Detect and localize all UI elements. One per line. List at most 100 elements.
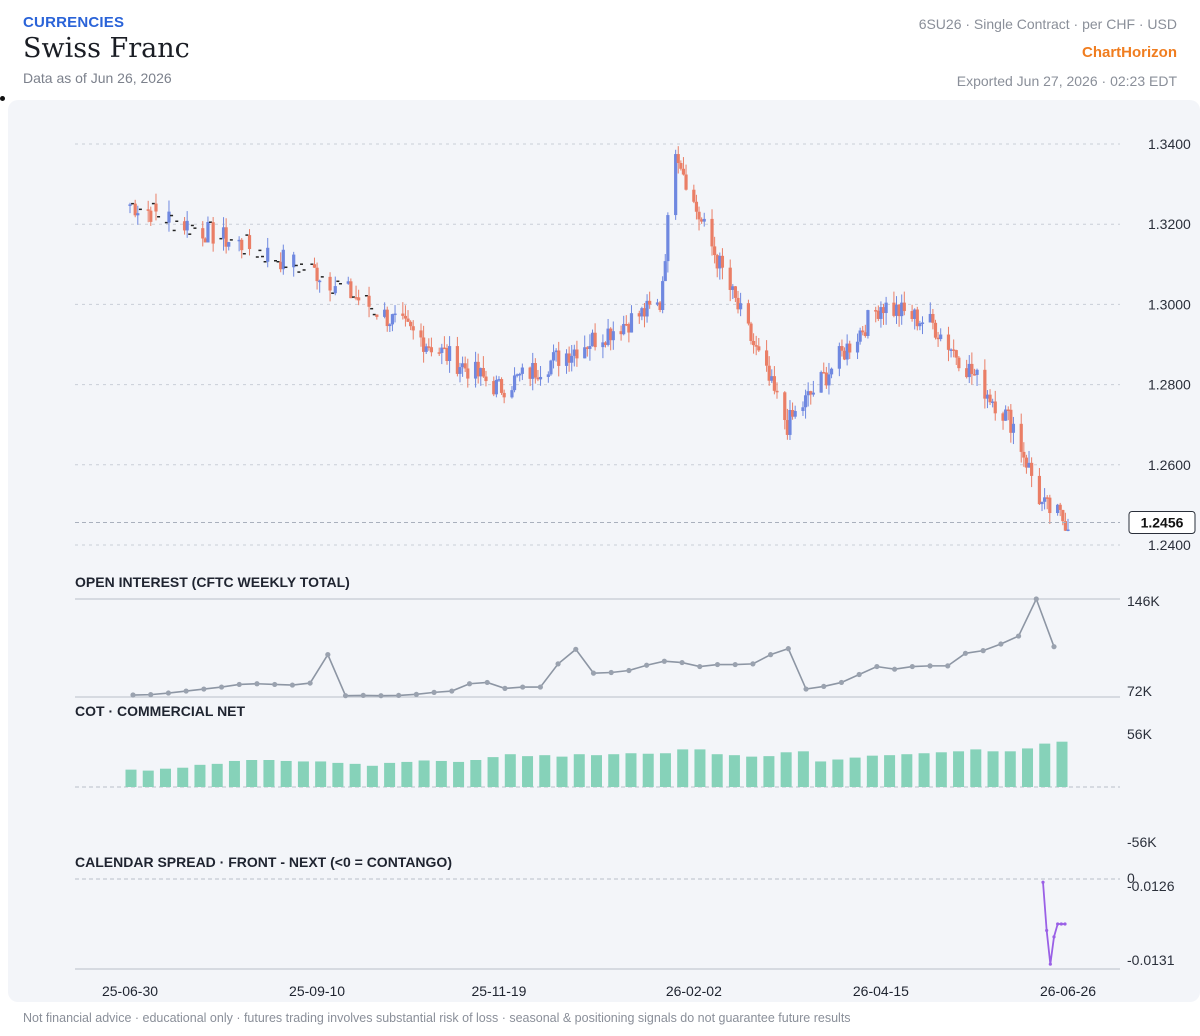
price-candle: [1048, 497, 1052, 514]
header-left: CURRENCIES Swiss Franc Data as of Jun 26…: [23, 14, 190, 86]
price-candle: [1011, 423, 1016, 433]
price-candle: [801, 407, 805, 412]
oi-point: [165, 690, 172, 696]
price-candle: [811, 392, 815, 395]
cot-bar: [297, 761, 309, 787]
price-candle: [627, 324, 631, 333]
oi-point: [431, 689, 437, 695]
price-candle: [679, 163, 683, 169]
price-candle: [424, 346, 428, 352]
price-candle: [224, 227, 228, 247]
oi-point: [891, 666, 898, 672]
price-candle: [429, 347, 434, 353]
cot-bar: [246, 760, 258, 787]
oi-point: [413, 691, 419, 697]
oi-point: [874, 663, 880, 670]
last-price-label: 1.2456: [1141, 515, 1184, 531]
price-candle: [315, 267, 319, 282]
price-candle: [136, 213, 140, 216]
price-candle: [357, 297, 361, 301]
price-candle: [375, 314, 379, 317]
oi-point: [325, 652, 331, 658]
price-candle: [538, 376, 543, 380]
price-candle: [957, 357, 961, 369]
oi-point: [307, 680, 313, 686]
price-candle: [694, 201, 699, 212]
x-axis-tick: 26-02-02: [666, 983, 722, 999]
price-candle: [564, 353, 569, 366]
price-candle: [788, 409, 792, 435]
price-candle: [211, 222, 215, 244]
disclaimer: Not financial advice · educational only …: [23, 1011, 851, 1025]
cot-bar: [953, 751, 965, 787]
oi-y-tick-bottom: 72K: [1127, 683, 1153, 699]
cot-bar: [125, 769, 137, 787]
price-candle: [520, 367, 524, 374]
price-candle: [793, 411, 797, 417]
price-candle: [874, 310, 878, 312]
price-candle: [910, 311, 914, 319]
oi-point: [466, 681, 473, 687]
cot-bar: [556, 756, 568, 787]
price-candle: [515, 374, 519, 376]
category-label: CURRENCIES: [23, 14, 125, 31]
cot-bar: [608, 754, 620, 787]
oi-point: [962, 650, 969, 656]
price-candle: [642, 308, 647, 317]
price-candle: [546, 374, 550, 377]
cot-bar: [315, 761, 327, 787]
price-candle: [393, 313, 397, 316]
cot-bar: [677, 749, 689, 787]
oi-point: [803, 686, 809, 692]
price-candle: [866, 310, 870, 336]
price-candle: [775, 390, 779, 393]
price-candle: [684, 174, 688, 190]
price-candle: [718, 255, 722, 269]
price-candle: [861, 330, 865, 333]
price-candle: [783, 392, 787, 421]
price-candle: [658, 302, 662, 311]
x-axis-tick: 25-11-19: [471, 983, 526, 999]
spread-point: [1063, 922, 1067, 926]
cot-bar: [401, 761, 413, 787]
price-candle: [661, 281, 665, 311]
chart-panel: [8, 100, 1200, 1002]
price-candle: [954, 350, 958, 358]
price-candle: [440, 347, 444, 353]
cot-bar: [1004, 751, 1016, 787]
price-candle: [479, 368, 483, 377]
oi-point: [980, 648, 986, 654]
price-candle: [991, 401, 995, 403]
cot-bar: [349, 763, 361, 787]
oi-point: [148, 692, 154, 698]
price-candle: [409, 321, 413, 327]
price-candle: [492, 381, 496, 395]
cot-bar: [832, 759, 844, 787]
price-candle: [518, 373, 522, 376]
cot-y-tick-bottom: -56K: [1127, 834, 1157, 850]
oi-y-tick-top: 146K: [1127, 593, 1160, 609]
cot-bar: [522, 756, 534, 787]
price-candle: [879, 307, 883, 319]
oi-point: [555, 661, 561, 667]
cot-bar: [384, 762, 396, 787]
cot-bar: [780, 752, 792, 787]
price-candle: [167, 211, 171, 223]
price-candle: [637, 313, 641, 317]
price-candle: [803, 395, 808, 408]
price-candle: [502, 392, 506, 398]
price-y-tick: 1.2600: [1148, 457, 1191, 473]
price-candle: [988, 394, 992, 403]
price-candle: [902, 302, 906, 312]
cot-bar: [1039, 743, 1051, 787]
price-candle: [746, 303, 751, 324]
price-candle: [736, 297, 740, 310]
spread-series: [1041, 880, 1067, 966]
price-candle: [809, 391, 813, 395]
price-candle: [928, 313, 932, 323]
cot-bar: [539, 755, 551, 787]
oi-point: [732, 661, 738, 668]
oi-point: [218, 684, 225, 690]
cot-bar: [263, 760, 275, 787]
price-candle: [629, 313, 634, 333]
